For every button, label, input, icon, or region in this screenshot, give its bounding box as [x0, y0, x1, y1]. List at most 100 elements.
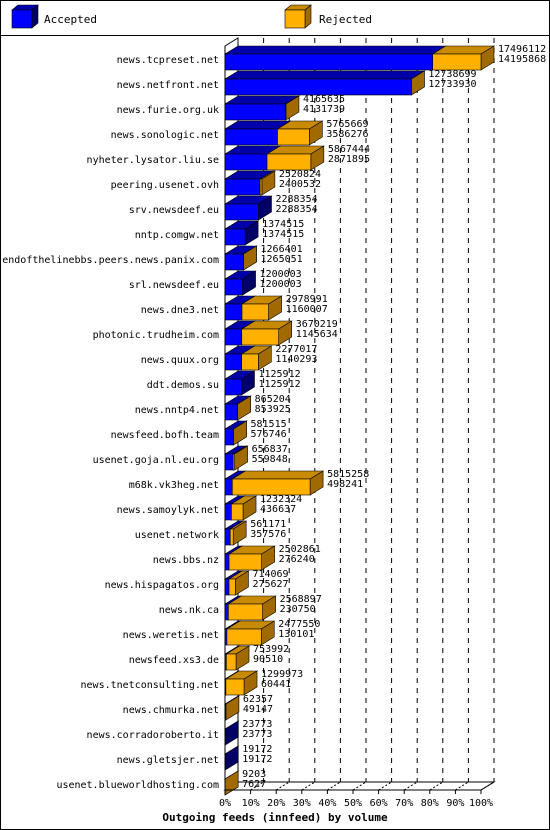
bar-accepted-front [224, 478, 233, 496]
value-label-accepted: 23773 [242, 729, 272, 740]
legend-swatch-accepted-front [11, 9, 33, 29]
bar-accepted-front [224, 428, 234, 446]
bar-rejected-front [229, 528, 234, 546]
site-label: news.bbs.nz [153, 555, 219, 566]
value-label-accepted: 498241 [327, 479, 363, 490]
bar-accepted-front [224, 328, 243, 346]
bar-rejected-front [225, 678, 245, 696]
bar-rejected-front [228, 578, 236, 596]
value-label-accepted: 275627 [252, 579, 288, 590]
floor-gridline [301, 781, 316, 791]
bar-accepted [223, 745, 240, 771]
bar-accepted-front [224, 128, 278, 146]
value-label-total: 2978991 [286, 294, 328, 305]
value-label-accepted: 853925 [255, 404, 291, 415]
value-label-accepted: 2400532 [279, 179, 321, 190]
value-label-accepted: 576746 [251, 429, 287, 440]
value-label-accepted: 357576 [250, 529, 286, 540]
bar-rejected [229, 520, 248, 546]
chart-title: Outgoing feeds (innfeed) by volume [162, 811, 388, 824]
legend-swatch-rejected-front [284, 9, 306, 29]
bar-rejected-front [432, 53, 482, 71]
value-label-total: 19172 [242, 744, 272, 755]
bar-accepted-front [224, 403, 238, 421]
bar-rejected [265, 145, 325, 171]
bar-accepted-front [224, 253, 244, 271]
value-label-total: 1266401 [261, 244, 303, 255]
bar-accepted-front [224, 603, 229, 621]
bar-accepted-front [224, 353, 242, 371]
site-label: news.gletsjer.net [117, 755, 219, 766]
bar-rejected [259, 170, 276, 196]
bar-rejected [236, 395, 252, 421]
bar-accepted [223, 720, 240, 746]
legend: Accepted Rejected [11, 4, 372, 29]
value-label-total: 1200003 [260, 269, 302, 280]
site-label: peering.usenet.ovh [111, 180, 219, 191]
bar-accepted-front [224, 103, 286, 121]
site-label: news.chmurka.net [123, 705, 219, 716]
x-tick-label: 30% [293, 798, 311, 809]
legend-label-rejected: Rejected [319, 13, 372, 26]
site-label: news.weretis.net [123, 630, 219, 641]
value-label-total: 714069 [252, 569, 288, 580]
site-label: news.dne3.net [141, 305, 219, 316]
value-label-total: 561171 [250, 519, 286, 530]
site-label: usenet.blueworldhosting.com [56, 780, 219, 791]
bar-accepted [223, 220, 260, 246]
value-label-total: 3670219 [296, 319, 338, 330]
bar-rejected [224, 695, 240, 721]
bar-rejected [240, 320, 293, 346]
site-label: news.corradoroberto.it [87, 730, 219, 741]
value-label-accepted: 1265051 [261, 254, 303, 265]
x-tick-label: 80% [421, 798, 439, 809]
x-tick-label: 20% [267, 798, 285, 809]
bar-rejected [230, 495, 258, 521]
floor-gridline [275, 781, 290, 791]
value-label-total: 656837 [252, 444, 288, 455]
value-label-total: 2288354 [275, 194, 317, 205]
site-label: ddt.demos.su [147, 380, 219, 391]
bar-rejected-top [231, 470, 325, 480]
site-label: usenet.network [135, 530, 219, 541]
floor-gridline [455, 781, 469, 791]
value-label-accepted: 1145634 [296, 329, 338, 340]
site-label: newsfeed.bofh.team [111, 430, 219, 441]
value-label-total: 2277017 [275, 344, 317, 355]
x-tick-label: 0% [219, 798, 231, 809]
bar-rejected [240, 345, 273, 371]
bar-accepted-top [223, 45, 447, 55]
floor-gridline [480, 781, 495, 791]
bar-accepted [223, 45, 447, 71]
site-label: usenet.goja.nl.eu.org [93, 455, 219, 466]
value-label-total: 1232324 [260, 494, 302, 505]
value-label-total: 2520824 [279, 169, 321, 180]
bar-rejected [225, 645, 251, 671]
value-label-total: 5867444 [328, 144, 370, 155]
bar-accepted-top [223, 70, 426, 80]
x-tick-label: 100% [469, 798, 493, 809]
bar-rejected [232, 420, 248, 446]
value-label-total: 2477550 [278, 619, 320, 630]
bar-rejected-front [231, 503, 244, 521]
bar-rejected [431, 45, 496, 71]
floor-gridline [327, 781, 341, 791]
site-label: news.sonologic.net [111, 130, 219, 141]
bar-rejected [284, 95, 301, 121]
bar-rejected [242, 245, 258, 271]
bar-accepted-front [224, 303, 243, 321]
site-label: srl.newsdeef.eu [129, 280, 219, 291]
bar-rejected-front [259, 178, 263, 196]
x-tick-label: 50% [344, 798, 362, 809]
bar-rejected [232, 445, 249, 471]
bar-accepted [223, 195, 273, 221]
bar-accepted-front [224, 378, 242, 396]
site-label: news.furie.org.uk [117, 105, 219, 116]
site-label: news.quux.org [141, 355, 219, 366]
bar-rejected [224, 670, 259, 696]
bar-accepted [223, 370, 256, 396]
site-label: news.hispagatos.org [105, 580, 219, 591]
site-label: newsfeed.xs3.de [129, 655, 219, 666]
x-tick-label: 90% [446, 798, 464, 809]
bar-accepted-front [224, 228, 246, 246]
